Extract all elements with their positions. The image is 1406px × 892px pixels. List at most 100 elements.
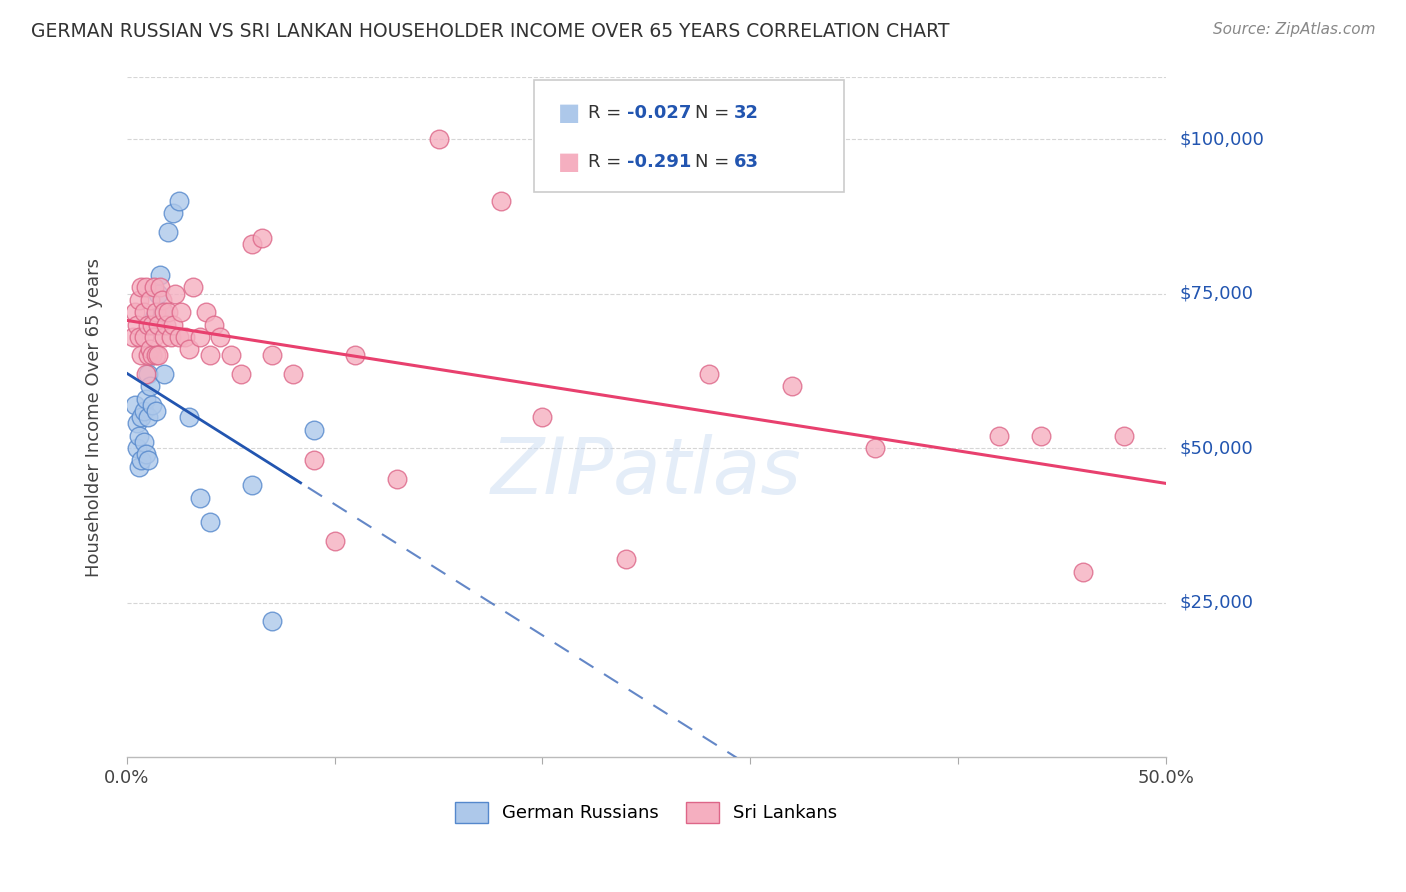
Point	[240, 237, 263, 252]
Point	[1071, 565, 1094, 579]
Point	[344, 348, 367, 362]
Text: R =: R =	[588, 104, 627, 122]
Point	[146, 318, 169, 332]
Point	[167, 330, 190, 344]
Point	[135, 367, 157, 381]
Point	[127, 441, 149, 455]
Point	[385, 472, 408, 486]
Text: $50,000: $50,000	[1180, 439, 1253, 457]
Point	[146, 348, 169, 362]
Point	[136, 367, 159, 381]
Text: ZIPatlas: ZIPatlas	[491, 434, 801, 509]
Text: -0.291: -0.291	[627, 153, 692, 170]
Point	[131, 453, 153, 467]
Point	[127, 417, 149, 431]
Point	[489, 194, 512, 208]
Point	[122, 330, 145, 344]
Point	[124, 398, 146, 412]
Point	[135, 280, 157, 294]
Point	[131, 410, 153, 425]
Point	[179, 410, 201, 425]
Text: -0.027: -0.027	[627, 104, 692, 122]
Legend: German Russians, Sri Lankans: German Russians, Sri Lankans	[456, 802, 837, 822]
Text: N =: N =	[695, 153, 734, 170]
Y-axis label: Householder Income Over 65 years: Householder Income Over 65 years	[86, 258, 103, 577]
Point	[153, 305, 176, 319]
Point	[988, 428, 1011, 442]
Point	[323, 533, 346, 548]
Point	[145, 348, 167, 362]
Point	[145, 404, 167, 418]
Point	[135, 447, 157, 461]
Point	[132, 305, 155, 319]
Text: $25,000: $25,000	[1180, 593, 1254, 612]
Point	[142, 330, 165, 344]
Point	[167, 194, 190, 208]
Point	[170, 305, 193, 319]
Point	[153, 330, 176, 344]
Point	[150, 293, 173, 307]
Text: N =: N =	[695, 104, 734, 122]
Text: $75,000: $75,000	[1180, 285, 1254, 302]
Point	[281, 367, 304, 381]
Point	[188, 491, 211, 505]
Point	[1029, 428, 1052, 442]
Point	[198, 348, 221, 362]
Point	[141, 348, 163, 362]
Point	[142, 311, 165, 326]
Text: R =: R =	[588, 153, 627, 170]
Point	[136, 318, 159, 332]
Point	[149, 280, 172, 294]
Point	[145, 305, 167, 319]
Point	[136, 453, 159, 467]
Point	[141, 318, 163, 332]
Point	[131, 280, 153, 294]
Point	[262, 614, 284, 628]
Point	[302, 453, 325, 467]
Text: 32: 32	[734, 104, 759, 122]
Point	[780, 379, 803, 393]
Point	[531, 410, 554, 425]
Text: ■: ■	[558, 102, 581, 126]
Point	[697, 367, 720, 381]
Point	[155, 318, 177, 332]
Point	[219, 348, 242, 362]
Point	[1114, 428, 1136, 442]
Point	[209, 330, 232, 344]
Point	[132, 434, 155, 449]
Text: Source: ZipAtlas.com: Source: ZipAtlas.com	[1212, 22, 1375, 37]
Point	[159, 330, 181, 344]
Point	[188, 330, 211, 344]
Point	[614, 552, 637, 566]
Text: $100,000: $100,000	[1180, 130, 1264, 148]
Point	[302, 423, 325, 437]
Point	[142, 280, 165, 294]
Point	[139, 379, 162, 393]
Point	[240, 478, 263, 492]
Point	[163, 286, 186, 301]
Point	[262, 348, 284, 362]
Point	[162, 206, 184, 220]
Text: GERMAN RUSSIAN VS SRI LANKAN HOUSEHOLDER INCOME OVER 65 YEARS CORRELATION CHART: GERMAN RUSSIAN VS SRI LANKAN HOUSEHOLDER…	[31, 22, 949, 41]
Point	[149, 268, 172, 282]
Point	[127, 318, 149, 332]
Text: 63: 63	[734, 153, 759, 170]
Point	[198, 515, 221, 529]
Point	[183, 280, 205, 294]
Point	[150, 305, 173, 319]
Point	[863, 441, 886, 455]
Point	[136, 410, 159, 425]
Point	[157, 305, 180, 319]
Point	[124, 305, 146, 319]
Point	[153, 367, 176, 381]
Point	[132, 330, 155, 344]
Point	[174, 330, 197, 344]
Point	[250, 231, 273, 245]
Point	[194, 305, 217, 319]
Point	[162, 318, 184, 332]
Point	[128, 330, 150, 344]
Point	[128, 293, 150, 307]
Point	[128, 459, 150, 474]
Point	[139, 343, 162, 357]
Point	[132, 404, 155, 418]
